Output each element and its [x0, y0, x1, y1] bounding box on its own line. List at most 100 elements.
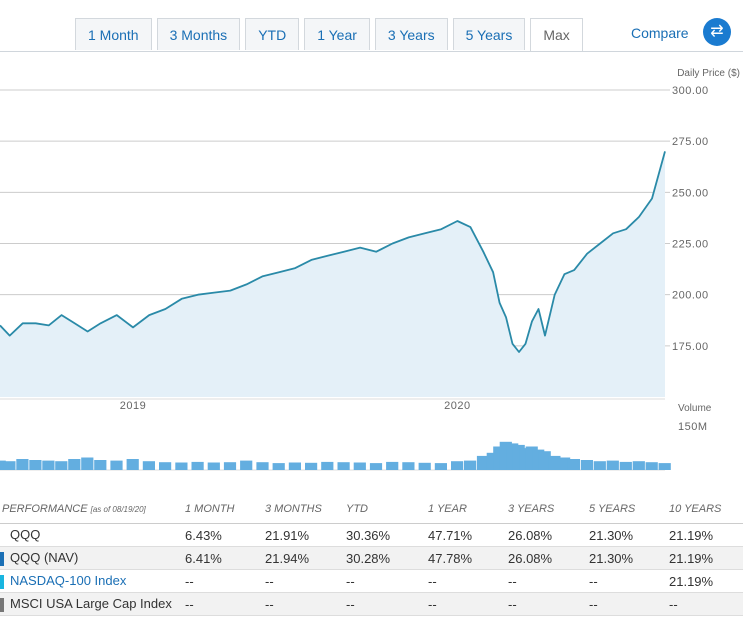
tab-1-month[interactable]: 1 Month [75, 18, 152, 50]
volume-bar [0, 460, 6, 470]
cell: 21.30% [589, 546, 669, 570]
cell: -- [346, 569, 428, 593]
y-tick-label: 275.00 [672, 136, 709, 148]
col-5-years: 5 YEARS [589, 495, 669, 524]
volume-bar [175, 462, 188, 470]
y-tick-label: 300.00 [672, 85, 709, 97]
row-name: NASDAQ-100 Index [0, 569, 185, 593]
volume-bar [68, 459, 81, 470]
cell: 21.30% [589, 523, 669, 547]
volume-bar [658, 463, 671, 470]
cell: -- [265, 569, 346, 593]
price-chart: Daily Price ($) 300.00 275.00 250.00 225.00 2… [0, 68, 740, 471]
volume-bar [418, 462, 431, 470]
volume-bar [606, 460, 619, 470]
performance-table: PERFORMANCE [as of 08/19/20] 1 MONTH 3 M… [0, 495, 743, 616]
cell: -- [185, 569, 265, 593]
cell: 21.19% [669, 546, 743, 570]
y-tick-label: 250.00 [672, 187, 709, 199]
volume-bar [223, 462, 237, 470]
col-3-years: 3 YEARS [508, 495, 589, 524]
tab-3-months[interactable]: 3 Months [156, 18, 241, 50]
cell: 47.78% [428, 546, 508, 570]
volume-bar [126, 459, 139, 470]
cell: 21.19% [669, 523, 743, 547]
range-toolbar: 1 Month 3 Months YTD 1 Year 3 Years 5 Ye… [0, 0, 743, 52]
volume-bar [3, 461, 16, 470]
volume-bar [548, 455, 561, 470]
volume-bar [110, 460, 123, 470]
tab-3-years[interactable]: 3 Years [374, 18, 448, 50]
volume-bar [632, 461, 645, 470]
cell: -- [589, 592, 669, 616]
y-tick-label: 200.00 [672, 290, 709, 302]
volume-bar [476, 455, 490, 470]
x-tick-label: 2020 [444, 400, 470, 412]
volume-bar [386, 461, 399, 470]
price-line [0, 151, 666, 353]
volume-bar [451, 461, 464, 470]
volume-bar [256, 462, 269, 470]
volume-bar [593, 461, 606, 470]
volume-bar [142, 461, 155, 470]
volume-tick-label: 150M [678, 421, 708, 433]
row-name: QQQ [0, 523, 185, 547]
volume-bar [580, 460, 593, 470]
volume-bar [337, 462, 350, 470]
cell: -- [508, 569, 589, 593]
volume-bar [29, 460, 42, 470]
table-row: NASDAQ-100 Index -- -- -- -- -- -- 21.19… [0, 569, 743, 593]
cell: -- [428, 569, 508, 593]
performance-title: PERFORMANCE [as of 08/19/20] [0, 495, 185, 524]
volume-bar [159, 462, 172, 470]
volume-bar [402, 462, 415, 470]
cell: 21.94% [265, 546, 346, 570]
cell: 47.71% [428, 523, 508, 547]
tab-max[interactable]: Max [530, 18, 583, 52]
performance-asof: [as of 08/19/20] [90, 505, 146, 514]
performance-header-row: PERFORMANCE [as of 08/19/20] 1 MONTH 3 M… [0, 495, 743, 524]
y-axis-title: Daily Price ($) [677, 68, 740, 79]
volume-bar [353, 462, 366, 470]
col-10-years: 10 YEARS [669, 495, 743, 524]
toolbar-divider [0, 51, 743, 52]
volume-bar [369, 463, 383, 470]
tab-ytd[interactable]: YTD [245, 18, 300, 50]
tab-1-year[interactable]: 1 Year [304, 18, 370, 50]
series-swatch [0, 529, 4, 543]
volume-bar [207, 462, 220, 470]
cell: -- [265, 592, 346, 616]
cell: -- [589, 569, 669, 593]
col-3-months: 3 MONTHS [265, 495, 346, 524]
col-1-month: 1 MONTH [185, 495, 265, 524]
price-area [0, 151, 665, 397]
volume-bar [94, 460, 107, 470]
series-swatch [0, 597, 4, 612]
volume-bar [645, 462, 658, 470]
cell: -- [185, 592, 265, 616]
cell: 6.41% [185, 546, 265, 570]
volume-bar [321, 461, 334, 470]
compare-swap-icon[interactable]: ⇄ [703, 18, 731, 46]
x-tick-label: 2019 [120, 400, 146, 412]
col-ytd: YTD [346, 495, 428, 524]
volume-bar [191, 461, 204, 470]
volume-bar [464, 460, 477, 470]
tab-5-years[interactable]: 5 Years [452, 18, 526, 50]
y-tick-label: 175.00 [672, 341, 709, 353]
cell: 6.43% [185, 523, 265, 547]
row-name: QQQ (NAV) [0, 546, 185, 570]
range-tabs: 1 Month 3 Months YTD 1 Year 3 Years 5 Ye… [75, 18, 588, 52]
volume-bar [558, 457, 571, 470]
nasdaq-index-link[interactable]: NASDAQ-100 Index [10, 573, 127, 589]
volume-bar [567, 459, 580, 470]
volume-bar [240, 460, 253, 470]
cell: 21.19% [669, 569, 743, 593]
volume-bar [288, 462, 301, 470]
y-tick-label: 225.00 [672, 239, 709, 251]
volume-bar [619, 461, 632, 470]
volume-bar [81, 457, 94, 470]
table-row: QQQ (NAV) 6.41% 21.94% 30.28% 47.78% 26.… [0, 546, 743, 570]
series-swatch [0, 551, 4, 566]
compare-link[interactable]: Compare [631, 25, 689, 41]
